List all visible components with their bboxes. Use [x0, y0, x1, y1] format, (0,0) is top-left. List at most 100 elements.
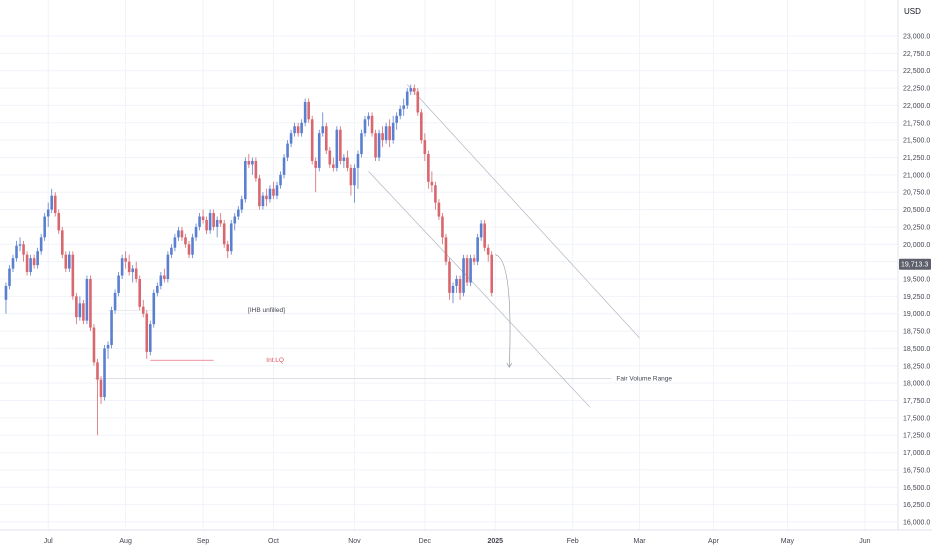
candle [39, 233, 43, 255]
candle [286, 140, 289, 161]
candles-group [4, 84, 494, 436]
candle [92, 324, 96, 366]
candle [363, 115, 367, 137]
candle-body [106, 344, 110, 349]
candle [427, 150, 430, 189]
candle-body [462, 258, 465, 293]
candle-body [409, 88, 413, 92]
candle-body [89, 279, 92, 328]
candle-body [46, 209, 50, 217]
candle-body [92, 327, 96, 363]
candle [222, 219, 226, 248]
candle-body [50, 195, 54, 210]
candle-body [307, 101, 310, 120]
candle-body [398, 108, 402, 116]
candle [124, 251, 127, 269]
candle [180, 226, 184, 241]
candle-body [388, 126, 391, 141]
candle [310, 115, 314, 165]
candle-body [339, 129, 342, 161]
candle [131, 265, 134, 283]
candle-body [293, 126, 296, 134]
grid-lines [0, 0, 898, 530]
candle [258, 174, 261, 210]
candle [53, 192, 57, 217]
candle-body [437, 202, 441, 217]
x-tick-label: Aug [119, 538, 132, 545]
price-axis[interactable]: 16,000.0 16,250.0 16,500.0 16,750.0 17,000.0… [903, 34, 930, 527]
candle-body [268, 188, 272, 200]
candle-body [134, 268, 138, 279]
candle [233, 213, 237, 231]
x-tick-label: May [781, 538, 795, 545]
candle [483, 219, 486, 252]
candle-body [472, 258, 476, 262]
candle-body [296, 126, 300, 134]
y-tick-label: 17,500.0 [903, 415, 930, 422]
candle [103, 344, 106, 401]
y-tick-label: 18,750.0 [903, 329, 930, 336]
candle-body [131, 268, 134, 273]
candle [159, 272, 163, 290]
y-tick-label: 21,000.0 [903, 172, 930, 179]
ihb-label: [IHB unfilled] [248, 307, 285, 314]
candle-body [476, 237, 479, 262]
candle-body [36, 251, 39, 266]
candle-body [159, 275, 163, 286]
candle [8, 265, 11, 290]
y-tick-label: 16,500.0 [903, 485, 930, 492]
channel-line-upper [406, 84, 640, 339]
candle [455, 275, 458, 293]
candle [11, 254, 15, 273]
candle [15, 240, 18, 262]
candle-body [451, 285, 455, 293]
candle-body [11, 258, 15, 269]
candle [198, 213, 201, 231]
int-lq-label: Int.LQ [266, 357, 284, 364]
candle [170, 244, 173, 259]
y-tick-label: 21,500.0 [903, 138, 930, 145]
y-tick-label: 20,500.0 [903, 207, 930, 214]
y-tick-label: 17,000.0 [903, 450, 930, 457]
candle [321, 112, 325, 137]
candle [303, 98, 307, 127]
candle [127, 254, 131, 276]
candle [293, 122, 296, 137]
candle-body [215, 219, 219, 227]
candle [324, 122, 328, 155]
candle-body [272, 188, 275, 196]
candle [166, 251, 170, 283]
candle [163, 268, 166, 283]
candle-body [113, 292, 117, 311]
x-tick-label: Oct [268, 538, 279, 545]
last-price-tag: 19,713.3 [899, 258, 931, 270]
candle-body [15, 245, 18, 259]
y-tick-label: 21,750.0 [903, 120, 930, 127]
candle-body [483, 223, 486, 248]
candle-body [427, 154, 430, 182]
candle-body [360, 133, 363, 155]
x-tick-label: Nov [348, 538, 361, 545]
annotations-group: [IHB unfilled] Int.LQ Fair Volume Range [248, 307, 672, 382]
fair-volume-range-label: Fair Volume Range [616, 375, 672, 382]
candle [367, 112, 370, 127]
candle-body [363, 119, 367, 134]
candle [388, 119, 391, 148]
candle [71, 251, 75, 300]
y-tick-label: 16,250.0 [903, 502, 930, 509]
candle-body [300, 122, 303, 134]
candle-body [43, 216, 46, 238]
candle-body [60, 230, 64, 255]
candle [177, 226, 180, 241]
candle [476, 233, 479, 266]
y-tick-label: 22,250.0 [903, 86, 930, 93]
channel-line-lower [368, 171, 591, 408]
candle [328, 147, 332, 168]
candle-body [8, 268, 11, 286]
candle-body [377, 133, 381, 158]
time-axis[interactable]: Jul Aug Sep Oct Nov Dec 2025 Feb Mar Apr May Jun [44, 538, 871, 545]
candle-body [64, 254, 68, 269]
candle-body [367, 115, 370, 120]
y-tick-label: 22,750.0 [903, 51, 930, 58]
candle [339, 126, 342, 165]
